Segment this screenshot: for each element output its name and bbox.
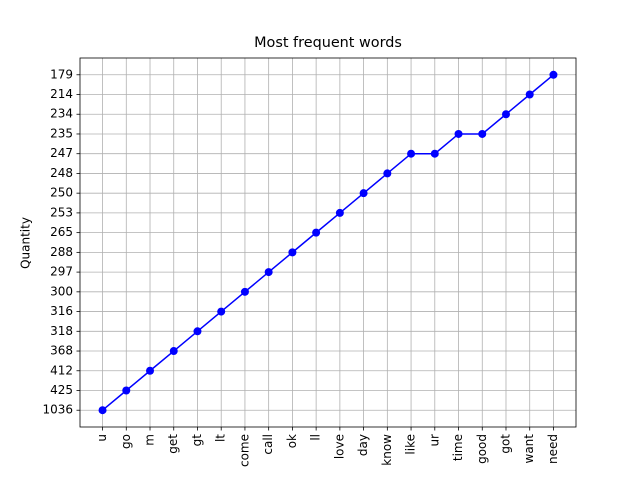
x-tick-label: know	[380, 434, 394, 466]
y-tick-label: 235	[50, 126, 73, 140]
data-point	[193, 327, 202, 336]
data-point	[312, 228, 321, 237]
y-tick-label: 265	[50, 225, 73, 239]
y-tick-label: 316	[50, 304, 73, 318]
data-point	[217, 307, 226, 316]
x-tick-label: day	[356, 434, 370, 456]
x-tick-label: u	[95, 434, 109, 442]
data-point	[549, 70, 558, 79]
data-point	[501, 110, 510, 119]
y-tick-label: 412	[50, 363, 73, 377]
data-point	[122, 386, 131, 395]
y-tick-label: 1036	[42, 403, 73, 417]
x-tick-label: ok	[285, 434, 299, 448]
x-tick-label: go	[119, 434, 133, 449]
y-tick-label: 425	[50, 383, 73, 397]
data-point	[430, 149, 439, 158]
x-tick-label: good	[475, 434, 489, 464]
y-tick-label: 300	[50, 284, 73, 298]
y-tick-label: 318	[50, 324, 73, 338]
data-point	[359, 189, 368, 198]
x-tick-label: love	[332, 434, 346, 459]
y-tick-label: 247	[50, 146, 73, 160]
x-tick-label: get	[166, 434, 180, 454]
data-point	[240, 287, 249, 296]
x-tick-label: need	[546, 434, 560, 464]
data-point	[169, 347, 178, 356]
data-point	[478, 129, 487, 138]
y-tick-label: 368	[50, 344, 73, 358]
y-tick-label: 248	[50, 166, 73, 180]
x-tick-label: gt	[190, 434, 204, 447]
data-point	[98, 406, 107, 415]
x-tick-label: lt	[214, 434, 228, 442]
x-tick-label: come	[237, 434, 251, 467]
data-point	[383, 169, 392, 178]
y-tick-label: 288	[50, 245, 73, 259]
x-tick-label: want	[522, 434, 536, 464]
x-tick-label: ur	[427, 434, 441, 447]
y-tick-label: 253	[50, 205, 73, 219]
data-point	[264, 268, 273, 277]
data-point	[454, 129, 463, 138]
y-tick-label: 214	[50, 87, 73, 101]
x-tick-label: call	[261, 434, 275, 455]
x-tick-label: ll	[309, 434, 323, 441]
y-tick-label: 179	[50, 67, 73, 81]
y-axis-label: Quantity	[19, 217, 33, 269]
x-tick-label: m	[143, 434, 157, 446]
x-tick-label: got	[498, 434, 512, 454]
y-tick-label: 234	[50, 107, 73, 121]
data-point	[525, 90, 534, 99]
data-line	[102, 74, 554, 411]
x-tick-label: like	[404, 434, 418, 455]
x-tick-label: time	[451, 434, 465, 461]
chart-title: Most frequent words	[254, 35, 402, 51]
data-point	[288, 248, 297, 257]
y-tick-label: 297	[50, 265, 73, 279]
data-point	[335, 208, 344, 217]
y-tick-label: 250	[50, 186, 73, 200]
data-point	[146, 366, 155, 375]
plot-frame	[79, 57, 577, 428]
data-point	[407, 149, 416, 158]
